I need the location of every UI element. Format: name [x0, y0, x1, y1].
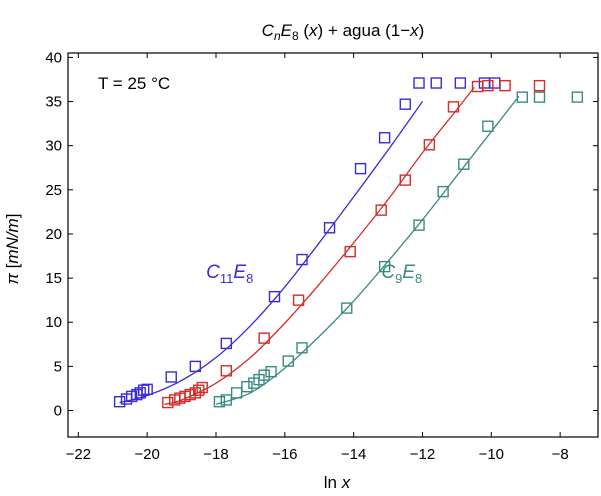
- data-point-C10E8: [344, 245, 356, 258]
- data-point-C11E8: [268, 290, 281, 303]
- data-point-C9E8: [241, 380, 253, 393]
- data-point-C11E8: [138, 384, 150, 396]
- data-point-C11E8: [220, 337, 233, 350]
- x-tick-label: −10: [479, 446, 504, 463]
- fit-curves: [119, 87, 520, 405]
- temperature-annotation: T = 25 °C: [98, 74, 170, 93]
- x-tick-label: −20: [134, 446, 159, 463]
- data-point-C9E8: [482, 120, 494, 132]
- y-tick-label: 10: [45, 314, 62, 331]
- data-point-C9E8: [413, 219, 425, 231]
- data-point-C9E8: [213, 395, 226, 408]
- data-point-C10E8: [423, 139, 436, 151]
- data-point-C10E8: [196, 381, 208, 394]
- chart-title: CnE8 (x) + agua (1−x): [262, 21, 425, 43]
- data-point-C11E8: [378, 132, 391, 144]
- x-axis-title: ln x: [324, 473, 351, 492]
- data-point-C11E8: [141, 383, 153, 396]
- data-point-C10E8: [258, 332, 270, 344]
- fit-curve-C11E8: [119, 101, 424, 404]
- series-label-C11E8: C11E8: [206, 262, 253, 286]
- fit-curve-C9E8: [215, 95, 520, 405]
- x-tick-label: −12: [410, 446, 435, 463]
- data-point-C9E8: [296, 342, 308, 354]
- series-labels: C11E8 C9E8: [206, 262, 422, 286]
- data-point-C10E8: [220, 365, 233, 377]
- data-point-C11E8: [189, 360, 202, 373]
- data-point-C10E8: [471, 80, 484, 93]
- y-tick-label: 30: [45, 138, 62, 155]
- data-point-C10E8: [193, 384, 205, 396]
- data-point-C11E8: [354, 162, 367, 175]
- y-tick-label: 5: [54, 358, 62, 375]
- data-point-C11E8: [296, 253, 308, 266]
- data-point-C11E8: [113, 395, 126, 408]
- x-tick-label: −18: [203, 446, 228, 463]
- y-tick-label: 0: [54, 403, 62, 420]
- data-point-C10E8: [482, 79, 494, 92]
- x-tick-label: −8: [552, 446, 569, 463]
- data-point-C10E8: [292, 294, 305, 306]
- data-point-C11E8: [430, 77, 442, 89]
- data-point-C9E8: [458, 158, 470, 170]
- data-point-C9E8: [282, 355, 294, 367]
- data-point-C11E8: [489, 77, 501, 89]
- fit-curve-C10E8: [164, 87, 475, 405]
- data-point-C10E8: [375, 204, 387, 216]
- y-tick-label: 40: [45, 49, 62, 66]
- data-point-C9E8: [258, 369, 270, 381]
- data-point-C11E8: [478, 77, 491, 89]
- y-axis-title: π [mN/m]: [3, 214, 22, 285]
- data-markers: [113, 77, 584, 409]
- data-point-C11E8: [413, 77, 425, 89]
- data-point-C9E8: [265, 365, 277, 378]
- data-point-C9E8: [378, 260, 391, 273]
- data-point-C9E8: [516, 91, 528, 103]
- data-point-C9E8: [571, 91, 584, 103]
- data-point-C11E8: [165, 371, 177, 383]
- series-label-C9E8: C9E8: [381, 262, 422, 286]
- data-point-C9E8: [230, 387, 243, 399]
- data-point-C10E8: [399, 174, 411, 186]
- y-tick-label: 15: [45, 270, 62, 287]
- data-point-C11E8: [134, 387, 146, 399]
- data-point-C11E8: [399, 98, 411, 110]
- data-point-C9E8: [341, 302, 353, 314]
- data-point-C10E8: [162, 396, 174, 409]
- x-tick-label: −16: [272, 446, 297, 463]
- data-point-C10E8: [533, 79, 546, 92]
- data-point-C9E8: [533, 91, 546, 103]
- data-point-C11E8: [454, 77, 467, 89]
- data-point-C9E8: [220, 394, 233, 406]
- data-point-C10E8: [499, 79, 511, 92]
- x-axis-ticks: −22 −20 −18 −16 −14 −12 −10 −8: [66, 53, 569, 463]
- y-tick-label: 25: [45, 182, 62, 199]
- x-tick-label: −14: [341, 446, 366, 463]
- data-point-C11E8: [323, 222, 336, 234]
- y-axis-ticks: 0 5 10 15 20 25 30 35 40: [45, 49, 598, 420]
- y-tick-label: 20: [45, 226, 62, 243]
- y-tick-label: 35: [45, 94, 62, 111]
- x-tick-label: −22: [66, 446, 91, 463]
- data-point-C9E8: [437, 185, 449, 198]
- plot-frame: [67, 52, 599, 438]
- data-point-C10E8: [447, 101, 460, 113]
